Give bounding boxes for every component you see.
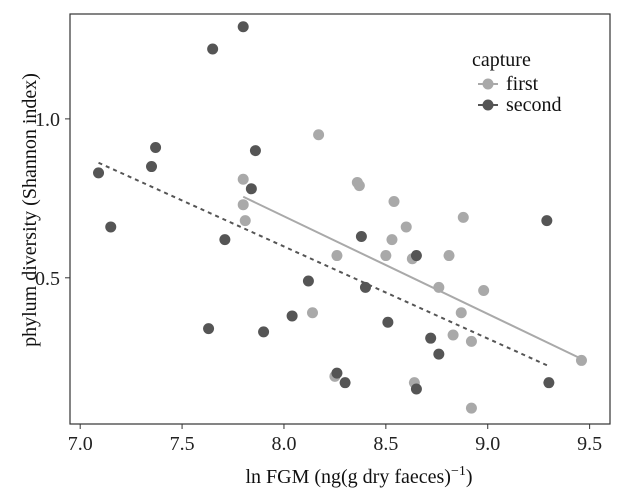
data-point-first xyxy=(331,250,343,262)
data-point-second xyxy=(93,167,105,179)
x-axis: 7.0 7.5 8.0 8.5 9.0 9.5 xyxy=(68,424,602,455)
legend-title: capture xyxy=(472,49,531,71)
data-point-second xyxy=(355,230,367,242)
data-point-second xyxy=(302,275,314,287)
data-point-first xyxy=(478,285,490,297)
plot-area xyxy=(69,13,611,425)
data-point-first xyxy=(400,221,412,233)
legend-marker-second xyxy=(482,99,494,111)
x-tick-label: 9.0 xyxy=(475,433,500,455)
data-point-second xyxy=(433,348,445,360)
data-point-second xyxy=(245,183,257,195)
x-axis-title: ln FGM (ng(g dry faeces)−1) xyxy=(245,464,472,488)
data-point-second xyxy=(425,332,437,344)
data-point-first xyxy=(447,329,459,341)
data-point-second xyxy=(410,383,422,395)
data-point-first xyxy=(433,281,445,293)
x-tick-label: 7.5 xyxy=(170,433,195,455)
data-point-second xyxy=(258,326,270,338)
data-point-first xyxy=(455,307,467,319)
data-point-first xyxy=(465,402,477,414)
data-point-second xyxy=(359,281,371,293)
x-axis-title-close: ) xyxy=(466,466,473,488)
y-tick-label: 0.5 xyxy=(35,268,60,290)
data-point-second xyxy=(150,141,162,153)
legend-label-second: second xyxy=(506,94,562,116)
data-point-first xyxy=(313,129,325,141)
data-point-second xyxy=(541,215,553,227)
trend-line-second xyxy=(98,161,550,368)
x-tick-label: 8.0 xyxy=(271,433,296,455)
data-point-first xyxy=(443,250,455,262)
y-tick-label: 1.0 xyxy=(35,109,60,131)
data-point-second xyxy=(339,377,351,389)
data-point-first xyxy=(465,335,477,347)
data-point-first xyxy=(457,211,469,223)
legend-marker-first xyxy=(482,78,494,90)
data-point-second xyxy=(382,316,394,328)
data-point-second xyxy=(146,161,158,173)
y-axis-title: phylum diversity (Shannon index) xyxy=(19,73,41,347)
trend-lines xyxy=(98,161,582,368)
data-point-first xyxy=(237,173,249,185)
x-tick-label: 9.5 xyxy=(577,433,602,455)
trend-line-first xyxy=(242,195,582,360)
data-point-second xyxy=(203,323,215,335)
data-point-first xyxy=(239,215,251,227)
data-point-second xyxy=(249,145,261,157)
data-point-first xyxy=(237,199,249,211)
data-point-second xyxy=(410,250,422,262)
x-axis-title-superscript: −1 xyxy=(451,464,466,479)
x-axis-title-text: ln FGM (ng(g dry faeces) xyxy=(245,466,451,488)
data-point-first xyxy=(386,234,398,246)
x-tick-label: 8.5 xyxy=(373,433,398,455)
data-point-second xyxy=(105,221,117,233)
data-points xyxy=(93,21,587,414)
data-point-second xyxy=(237,21,249,33)
data-point-first xyxy=(575,354,587,366)
data-point-second xyxy=(286,310,298,322)
y-axis: 0.5 1.0 xyxy=(35,109,70,290)
data-point-first xyxy=(388,196,400,208)
data-point-second xyxy=(207,43,219,55)
data-point-second xyxy=(219,234,231,246)
plot-frame xyxy=(69,13,611,425)
data-point-first xyxy=(380,250,392,262)
data-point-second xyxy=(543,377,555,389)
x-tick-label: 7.0 xyxy=(68,433,93,455)
legend-label-first: first xyxy=(506,73,539,95)
data-point-first xyxy=(306,307,318,319)
data-point-first xyxy=(353,180,365,192)
data-point-second xyxy=(331,367,343,379)
